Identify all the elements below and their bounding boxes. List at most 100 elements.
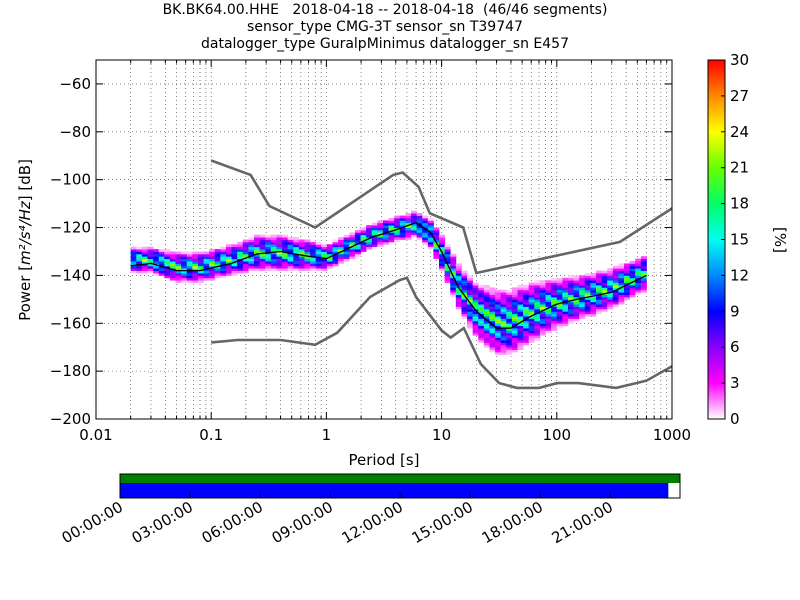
colorbar-tick-label: 15 [730,231,749,249]
heatmap-cell [511,292,518,295]
heatmap-cell [612,304,619,307]
heatmap-cell [590,273,597,276]
heatmap-cell [439,241,446,245]
heatmap-cell [534,337,541,341]
heatmap-cell [158,249,165,252]
heatmap-cell [506,330,513,334]
heatmap-cell [539,330,546,334]
heatmap-cell [511,340,518,343]
heatmap-cell [231,258,238,262]
heatmap-cell [382,234,389,238]
heatmap-cell [164,275,171,279]
colorbar-tick-label: 3 [730,374,740,392]
heatmap-cell [539,313,546,317]
heatmap-cell [321,261,328,264]
heatmap-cell [225,261,232,264]
heatmap-cell [595,287,602,291]
heatmap-cell [601,277,608,281]
heatmap-cell [640,289,647,293]
heatmap-cell [237,253,244,257]
heatmap-cell [523,325,530,329]
heatmap-cell [579,292,586,295]
heatmap-cell [326,265,333,269]
heatmap-cell [528,337,535,341]
timeline-tick-label: 00:00:00 [59,498,126,547]
heatmap-cell [545,330,552,334]
heatmap-cell [590,296,597,300]
timeline-tick-label: 03:00:00 [129,498,196,547]
heatmap-cell [511,342,518,346]
heatmap-cell [282,244,289,248]
heatmap-cell [315,258,322,262]
heatmap-cell [556,296,563,300]
heatmap-cell [556,316,563,319]
heatmap-cell [567,294,574,298]
heatmap-cell [321,265,328,269]
heatmap-cell [192,265,199,269]
heatmap-cell [539,328,546,331]
heatmap-cell [276,263,283,267]
heatmap-cell [511,318,518,322]
heatmap-cell [220,251,227,255]
heatmap-cell [517,318,524,322]
heatmap-cell [343,249,350,252]
heatmap-cell [164,258,171,262]
heatmap-cell [192,277,199,281]
heatmap-cell [147,258,154,262]
heatmap-cell [455,265,462,269]
heatmap-cell [545,320,552,324]
heatmap-cell [225,273,232,276]
heatmap-cell [624,263,631,267]
heatmap-cell [410,213,417,216]
heatmap-cell [618,287,625,291]
heatmap-cell [130,270,137,274]
heatmap-cell [310,256,317,260]
heatmap-cell [517,342,524,346]
heatmap-cell [237,241,244,245]
heatmap-cell [220,253,227,257]
heatmap-cell [579,275,586,279]
heatmap-cell [523,332,530,336]
heatmap-cell [349,237,356,240]
heatmap-cell [181,263,188,267]
heatmap-cell [153,273,160,276]
heatmap-cell [573,304,580,307]
heatmap-cell [511,332,518,336]
heatmap-cell [214,270,221,274]
heatmap-cell [461,277,468,281]
heatmap-cell [310,249,317,252]
heatmap-cell [326,253,333,257]
heatmap-cell [181,258,188,262]
x-tick-label: 10 [432,426,451,444]
heatmap-cell [360,234,367,238]
chart-title-line-3: datalogger_type GuralpMinimus datalogger… [201,36,569,52]
heatmap-cell [539,296,546,300]
heatmap-cell [511,316,518,319]
heatmap-cell [545,289,552,293]
heatmap-cell [310,261,317,264]
heatmap-cell [450,273,457,276]
heatmap-cell [169,265,176,269]
heatmap-cell [276,239,283,243]
heatmap-cell [545,318,552,322]
heatmap-cell [478,340,485,343]
heatmap-cell [203,253,210,257]
heatmap-cell [147,261,154,264]
heatmap-cell [489,318,496,322]
heatmap-cell [164,273,171,276]
heatmap-cell [141,246,148,250]
heatmap-cell [282,253,289,257]
heatmap-cell [478,292,485,295]
heatmap-cell [186,253,193,257]
heatmap-cell [181,273,188,276]
heatmap-cell [523,294,530,298]
heatmap-cell [354,251,361,255]
heatmap-cell [500,344,507,348]
heatmap-cell [567,280,574,283]
heatmap-cell [304,268,311,272]
heatmap-cell [584,304,591,307]
heatmap-cell [366,232,373,236]
heatmap-cell [136,261,143,264]
heatmap-cell [523,335,530,339]
heatmap-cell [259,261,266,264]
